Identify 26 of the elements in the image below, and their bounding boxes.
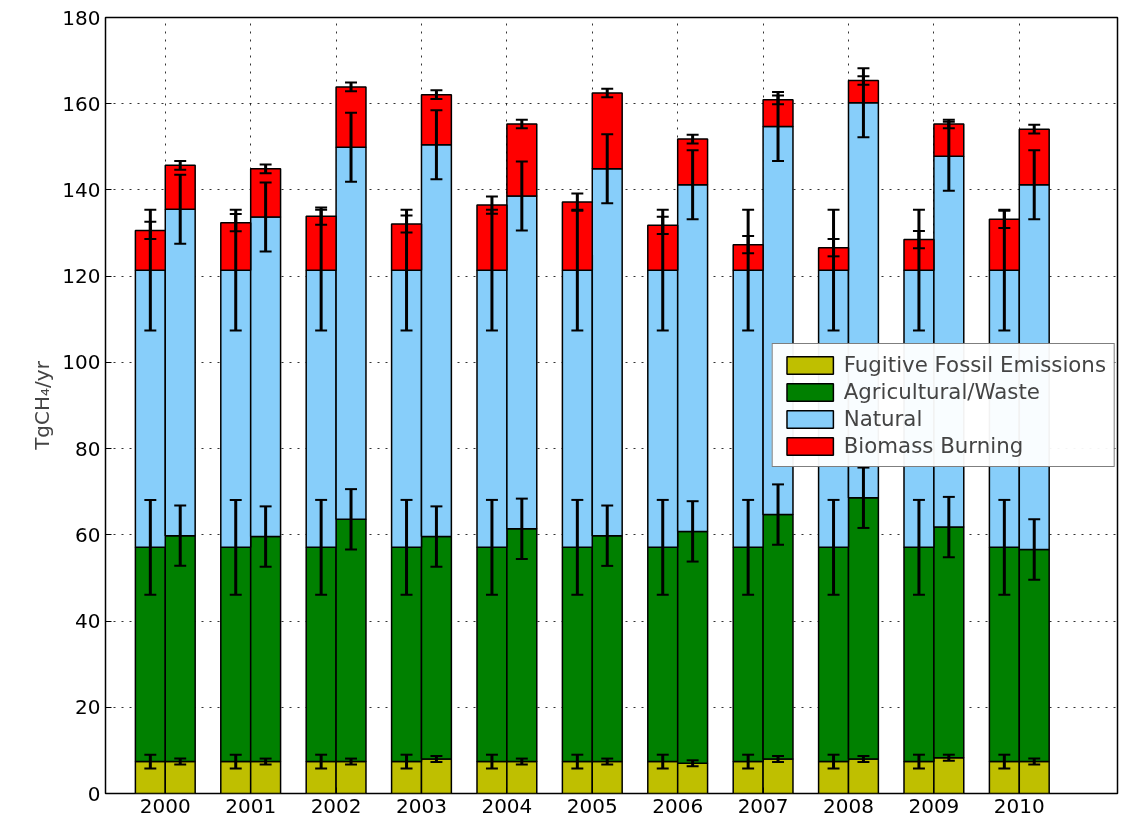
y-tick-label: 20: [75, 695, 101, 720]
x-tick-label: 2000: [139, 793, 191, 818]
y-tick-label: 120: [62, 264, 101, 289]
y-tick-label: 0: [87, 781, 101, 806]
legend-label: Biomass Burning: [843, 433, 1024, 458]
x-tick-label: 2004: [481, 793, 533, 818]
legend-label: Fugitive Fossil Emissions: [843, 352, 1106, 377]
x-tick-label: 2009: [908, 793, 960, 818]
y-tick-label: 140: [62, 177, 101, 202]
y-tick-label: 80: [75, 436, 101, 461]
y-tick-label: 180: [62, 5, 101, 30]
x-tick-label: 2010: [993, 793, 1045, 818]
y-tick-label: 40: [75, 609, 101, 634]
y-tick-label: 100: [62, 350, 101, 375]
y-tick-label: 160: [62, 91, 101, 116]
x-tick-label: 2003: [396, 793, 447, 818]
legend-label: Natural: [843, 406, 923, 431]
y-axis-title: TgCH₄/yr: [30, 360, 55, 451]
x-tick-label: 2001: [225, 793, 277, 818]
x-tick-label: 2008: [823, 793, 874, 818]
legend-label: Agricultural/Waste: [843, 379, 1040, 404]
y-tick-label: 60: [75, 522, 101, 547]
x-tick-label: 2006: [652, 793, 704, 818]
x-tick-label: 2005: [566, 793, 618, 818]
x-tick-label: 2007: [737, 793, 789, 818]
x-tick-label: 2002: [310, 793, 362, 818]
